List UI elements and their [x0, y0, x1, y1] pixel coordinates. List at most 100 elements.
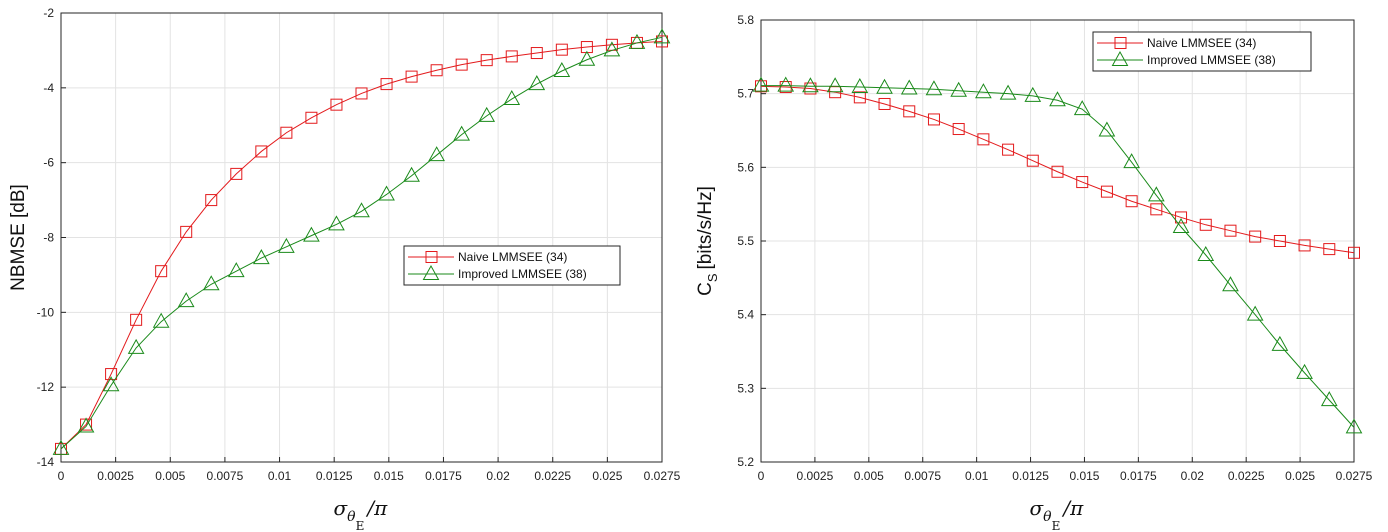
data-point-square — [130, 313, 143, 326]
data-point-triangle — [102, 376, 120, 392]
data-point-triangle — [478, 106, 496, 122]
y-tick-label: 5.8 — [737, 13, 754, 27]
data-point-square — [1199, 218, 1212, 231]
data-point-triangle — [528, 75, 546, 91]
series-naive-lmmsee — [755, 80, 1360, 259]
x-tick-label: 0.0275 — [1336, 469, 1373, 483]
series-line — [60, 40, 663, 450]
data-point-triangle — [950, 81, 968, 97]
y-axis-label: NBMSE [dB] — [8, 184, 29, 291]
x-tick-label: 0.01 — [268, 469, 292, 483]
y-tick-label: 5.6 — [737, 160, 754, 174]
legend-marker-triangle — [1111, 50, 1129, 66]
data-point-square — [1175, 211, 1188, 224]
legend-marker-square — [1114, 37, 1127, 49]
data-point-square — [430, 64, 443, 77]
data-point-triangle — [925, 80, 943, 96]
data-point-square — [205, 194, 218, 207]
y-tick-label: -4 — [43, 81, 54, 95]
data-point-triangle — [578, 50, 596, 66]
data-point-square — [1224, 224, 1237, 237]
data-point-triangle — [851, 78, 869, 94]
data-point-square — [480, 54, 493, 67]
data-point-triangle — [328, 215, 345, 231]
data-point-square — [1298, 239, 1311, 252]
x-tick-label: 0.0025 — [97, 469, 134, 483]
data-point-square — [1150, 203, 1163, 216]
data-point-square — [1249, 230, 1262, 243]
x-tick-label: 0.0275 — [644, 469, 681, 483]
legend: Naive LMMSEE (34) Improved LMMSEE (38) — [403, 245, 621, 286]
legend-box — [403, 245, 621, 286]
data-point-triangle — [1147, 186, 1165, 202]
data-point-square — [1051, 165, 1064, 178]
data-point-triangle — [1246, 305, 1264, 321]
data-point-square — [952, 123, 965, 136]
series-line — [60, 36, 663, 450]
data-point-triangle — [378, 185, 395, 201]
x-tick-label: 0.025 — [592, 469, 622, 483]
data-point-triangle — [1222, 276, 1239, 292]
x-axis-label: σθE/π — [1030, 496, 1085, 532]
data-point-square — [180, 225, 193, 238]
data-point-triangle — [1123, 153, 1140, 169]
series-improved-lmmsee — [52, 28, 671, 455]
data-point-triangle — [1073, 100, 1091, 116]
legend: Naive LMMSEE (34) Improved LMMSEE (38) — [1092, 31, 1312, 72]
x-tick-label: 0.0225 — [534, 469, 571, 483]
data-point-triangle — [252, 249, 270, 265]
y-tick-label: 5.5 — [737, 234, 754, 248]
data-point-square — [927, 113, 940, 126]
legend-marker-triangle — [422, 264, 440, 280]
data-point-triangle — [752, 76, 770, 92]
legend-label: Naive LMMSEE (34) — [458, 250, 567, 264]
data-point-triangle — [553, 61, 571, 77]
x-tick-label: 0.0175 — [1120, 469, 1157, 483]
data-point-triangle — [653, 28, 671, 44]
data-point-square — [1002, 143, 1015, 156]
y-tick-label: -8 — [43, 231, 54, 245]
y-tick-label: 5.7 — [737, 87, 754, 101]
data-point-square — [1076, 176, 1089, 189]
data-point-triangle — [152, 312, 170, 328]
data-point-triangle — [628, 33, 646, 49]
data-point-triangle — [1296, 363, 1313, 379]
y-tick-label: -2 — [43, 6, 54, 20]
data-point-triangle — [353, 202, 370, 218]
x-tick-label: 0.0225 — [1228, 469, 1265, 483]
x-tick-label: 0.005 — [854, 469, 884, 483]
x-tick-label: 0.02 — [486, 469, 510, 483]
data-point-square — [1323, 243, 1336, 256]
data-point-square — [1100, 185, 1113, 198]
y-axis-label: CS[bits/s/Hz] — [695, 186, 720, 296]
data-point-square — [230, 167, 243, 180]
data-point-triangle — [453, 125, 471, 141]
data-point-square — [380, 78, 393, 91]
data-point-triangle — [278, 237, 295, 253]
data-point-triangle — [403, 166, 420, 182]
x-tick-label: 0.015 — [1069, 469, 1099, 483]
data-point-triangle — [503, 90, 521, 106]
legend-box — [1092, 31, 1312, 72]
data-point-triangle — [777, 76, 795, 92]
data-point-triangle — [1271, 335, 1289, 351]
data-point-square — [530, 47, 543, 60]
legend-marker-square — [425, 251, 438, 263]
data-point-square — [903, 105, 916, 118]
data-point-triangle — [303, 226, 320, 242]
data-point-triangle — [177, 292, 195, 308]
x-axis-label: σθE/π — [334, 496, 389, 532]
legend-label: Improved LMMSEE (38) — [1147, 53, 1276, 67]
data-point-triangle — [1320, 391, 1338, 407]
data-point-square — [853, 91, 866, 104]
data-point-triangle — [1024, 86, 1042, 102]
data-point-square — [878, 97, 891, 110]
y-tick-label: 5.3 — [737, 381, 754, 395]
x-tick-label: 0.0025 — [797, 469, 834, 483]
y-tick-label: 5.4 — [737, 308, 754, 322]
data-point-triangle — [127, 338, 145, 354]
data-point-square — [355, 87, 368, 100]
data-point-square — [1125, 195, 1138, 208]
data-point-square — [1026, 154, 1039, 167]
